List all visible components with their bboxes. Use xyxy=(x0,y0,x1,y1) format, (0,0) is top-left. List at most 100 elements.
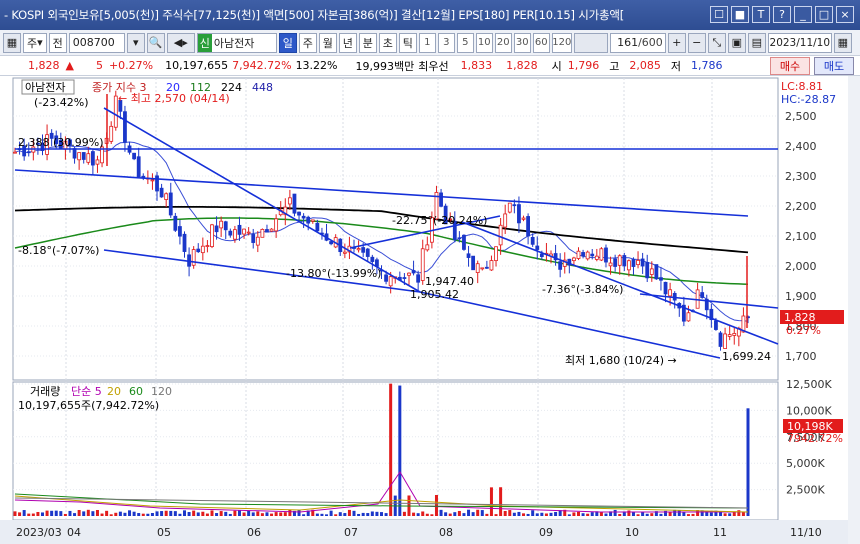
candle-body xyxy=(370,256,375,262)
candle-body xyxy=(562,259,567,267)
color-icon[interactable]: ■ xyxy=(731,6,749,23)
tab-period-month[interactable]: 월 xyxy=(318,32,337,53)
interval-20[interactable]: 20 xyxy=(494,32,512,53)
zoom-in-icon[interactable]: + xyxy=(667,32,686,53)
candle-body xyxy=(535,245,540,250)
candle-body xyxy=(90,151,95,166)
volume-bar xyxy=(499,487,503,516)
search-icon[interactable]: 🔍 xyxy=(146,32,165,53)
interval-5[interactable]: 5 xyxy=(456,32,474,53)
title-bar: - KOSPI 외국인보유[5,005(천)] 주식수[77,125(천)] 액… xyxy=(0,0,860,30)
tab-period-year[interactable]: 년 xyxy=(338,32,357,53)
volume-bar xyxy=(343,513,347,516)
zoom-out-icon[interactable]: − xyxy=(687,32,706,53)
candle-body xyxy=(553,253,558,261)
right-date: 11/10 xyxy=(790,526,822,539)
volume-bar xyxy=(485,513,489,516)
type-select[interactable]: 주 ▾ xyxy=(23,32,47,53)
buy-button[interactable]: 매수 xyxy=(770,57,810,75)
month-label: 06 xyxy=(247,526,261,539)
volume-bar xyxy=(82,511,86,516)
annotation-a1: 2,388 (30.99%) xyxy=(18,136,104,149)
tab-period-week[interactable]: 주 xyxy=(298,32,317,53)
volume-bar xyxy=(480,510,484,516)
close-button[interactable]: × xyxy=(836,6,854,23)
trend-line xyxy=(639,293,779,309)
help-icon[interactable]: ? xyxy=(773,6,791,23)
volume-bar xyxy=(128,510,132,516)
trend-line xyxy=(103,107,421,293)
stock-name-box[interactable]: 신 아남전자 xyxy=(196,32,277,53)
count-input[interactable]: 161/600 xyxy=(609,32,666,53)
interval-120[interactable]: 120 xyxy=(551,32,572,53)
candle-body xyxy=(329,241,334,245)
volume-tag-value: 10,198K xyxy=(787,420,833,433)
volume-ma120-line xyxy=(14,497,749,509)
candle-body xyxy=(507,202,512,213)
sell-button[interactable]: 매도 xyxy=(814,57,854,75)
interval-30[interactable]: 30 xyxy=(513,32,531,53)
volume-bar xyxy=(187,512,191,516)
maximize-button[interactable]: □ xyxy=(815,6,833,23)
interval-input[interactable] xyxy=(573,32,608,53)
price-tag-pct: 0.27% xyxy=(786,324,821,337)
volume-bar xyxy=(444,512,448,516)
volume-bar xyxy=(260,513,264,516)
annotation-pct-top: (-23.42%) xyxy=(34,96,89,109)
mode-button[interactable]: 전 xyxy=(48,32,67,53)
volume-bar xyxy=(357,513,361,516)
candle-body xyxy=(420,248,425,281)
interval-3[interactable]: 3 xyxy=(437,32,455,53)
volume-legend-item: 120 xyxy=(151,385,172,398)
candle-body xyxy=(480,267,485,270)
tab-period-second[interactable]: 초 xyxy=(378,32,397,53)
volume-bar xyxy=(338,512,342,516)
candle-body xyxy=(347,245,352,253)
candle-body xyxy=(530,236,535,245)
tab-period-day[interactable]: 일 xyxy=(278,32,297,53)
code-input[interactable]: 008700 xyxy=(68,32,125,53)
code-dropdown-icon[interactable]: ▾ xyxy=(126,32,145,53)
volume-bar xyxy=(45,510,49,516)
draw-tool-icon[interactable]: ⤡ xyxy=(707,32,726,53)
interval-1[interactable]: 1 xyxy=(418,32,436,53)
volume-bar xyxy=(247,510,251,516)
layout-icon[interactable]: ☐ xyxy=(710,6,728,23)
settings-icon[interactable]: ▤ xyxy=(747,32,766,53)
tab-period-minute[interactable]: 분 xyxy=(358,32,377,53)
stock-chart[interactable]: 2,5002,4002,3002,2002,1002,0001,9001,800… xyxy=(0,76,860,544)
text-icon[interactable]: T xyxy=(752,6,770,23)
candle-body xyxy=(200,245,205,254)
volume-bar xyxy=(315,513,319,516)
volume-bar xyxy=(123,512,127,516)
date-input[interactable]: 2023/11/10 xyxy=(767,32,832,53)
calendar-icon[interactable]: ▦ xyxy=(833,32,852,53)
prev-next-icon[interactable]: ◀▸ xyxy=(166,32,195,53)
price-tag xyxy=(780,310,844,324)
volume-bar xyxy=(59,511,63,516)
volume-bar xyxy=(160,511,164,516)
candle-body xyxy=(558,261,563,270)
volume-legend-item: 60 xyxy=(129,385,143,398)
save-icon[interactable]: ▣ xyxy=(727,32,746,53)
volume-bar xyxy=(503,510,507,516)
interval-60[interactable]: 60 xyxy=(532,32,550,53)
volume-bar xyxy=(586,513,590,516)
volume-bar xyxy=(686,514,690,516)
minimize-button[interactable]: _ xyxy=(794,6,812,23)
candle-body xyxy=(466,253,471,258)
new-badge: 신 xyxy=(197,33,212,52)
tab-period-tick[interactable]: 틱 xyxy=(398,32,417,53)
candle-body xyxy=(77,152,82,161)
candle-body xyxy=(45,134,49,155)
grid-icon[interactable]: ▦ xyxy=(3,32,21,53)
interval-10[interactable]: 10 xyxy=(475,32,493,53)
volume-bar xyxy=(476,509,480,516)
volume-bar xyxy=(215,513,219,516)
volume-bar xyxy=(22,510,26,516)
volume-bar xyxy=(366,513,370,516)
candle-body xyxy=(498,224,503,246)
volume-bar xyxy=(709,512,713,516)
volume-bar xyxy=(155,511,159,516)
candle-body xyxy=(100,146,104,164)
